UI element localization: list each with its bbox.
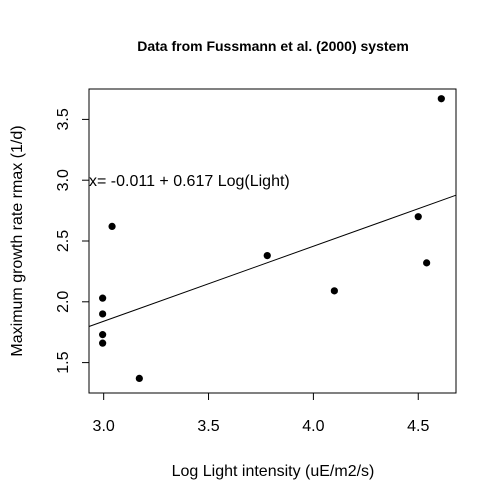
y-tick-label: 2.0: [55, 291, 72, 313]
data-point: [99, 310, 107, 318]
y-axis: 1.5 2.0 2.5 3.0 3.5: [55, 108, 90, 374]
x-tick-label: 4.0: [302, 418, 324, 435]
y-tick-label: 3.5: [55, 108, 72, 130]
plot-frame: [88, 88, 457, 394]
y-axis-label: Maximum growth rate rmax (1/d): [9, 125, 26, 356]
fit-line-group: [88, 194, 457, 327]
fit-line: [88, 194, 457, 327]
data-point: [437, 95, 445, 103]
data-point: [330, 287, 338, 295]
data-point: [135, 374, 143, 383]
x-axis: 3.0 3.5 4.0 4.5: [93, 392, 429, 435]
data-point: [108, 222, 116, 231]
data-point: [414, 213, 422, 221]
data-points: [99, 95, 445, 383]
regression-annotation: x= -0.011 + 0.617 Log(Light): [89, 173, 290, 190]
data-point: [263, 251, 271, 260]
x-axis-label: Log Light intensity (uE/m2/s): [172, 463, 375, 480]
y-tick-label: 2.5: [55, 230, 72, 252]
data-point: [99, 331, 107, 339]
plot-area: 3.0 3.5 4.0 4.5 1.5 2.0 2.5 3.0 3.5 x= -0.011 +…: [55, 88, 457, 435]
data-point: [99, 294, 107, 302]
x-tick-label: 3.5: [197, 418, 219, 435]
x-tick-label: 3.0: [93, 418, 115, 435]
data-point: [423, 259, 431, 267]
y-tick-label: 1.5: [55, 351, 72, 373]
data-point: [99, 339, 107, 347]
chart-title: Data from Fussmann et al. (2000) system: [137, 38, 409, 54]
x-tick-label: 4.5: [407, 418, 429, 435]
y-tick-label: 3.0: [55, 169, 72, 191]
